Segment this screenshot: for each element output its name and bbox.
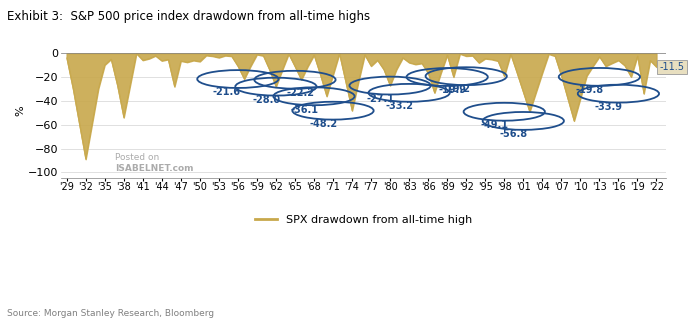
Text: -48.2: -48.2 (309, 119, 337, 129)
Text: ISABELNET.com: ISABELNET.com (116, 164, 194, 173)
Legend: SPX drawdown from all-time high: SPX drawdown from all-time high (251, 210, 477, 229)
Text: -19.9: -19.9 (439, 85, 467, 95)
Text: -21.6: -21.6 (213, 87, 241, 97)
Text: -28.0: -28.0 (253, 95, 281, 105)
Text: -33.9: -33.9 (595, 102, 623, 112)
Text: -19.2: -19.2 (442, 84, 470, 94)
Text: -33.2: -33.2 (386, 101, 414, 111)
Y-axis label: %: % (15, 106, 25, 116)
Text: Posted on: Posted on (116, 153, 160, 162)
Text: Exhibit 3:  S&P 500 price index drawdown from all-time highs: Exhibit 3: S&P 500 price index drawdown … (7, 10, 370, 23)
Text: -11.5: -11.5 (659, 62, 685, 72)
Text: -27.1: -27.1 (367, 94, 395, 104)
Text: -19.8: -19.8 (576, 85, 604, 95)
Text: Source: Morgan Stanley Research, Bloomberg: Source: Morgan Stanley Research, Bloombe… (7, 309, 214, 318)
Text: -56.8: -56.8 (500, 129, 528, 139)
Text: -36.1: -36.1 (290, 105, 318, 115)
Text: -49.1: -49.1 (481, 120, 509, 130)
Text: -22.2: -22.2 (287, 88, 315, 98)
